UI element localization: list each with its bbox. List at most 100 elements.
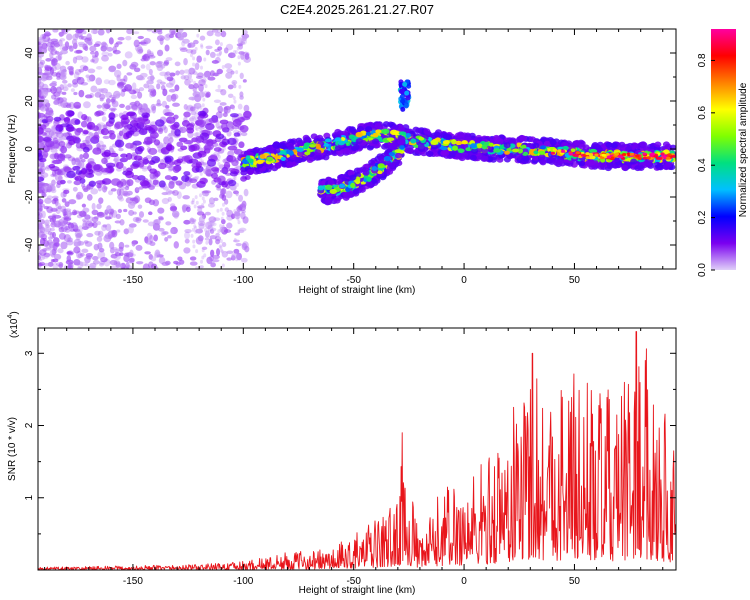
heatmap-cell — [573, 139, 581, 146]
heatmap-cell — [85, 163, 92, 170]
heatmap-cell — [38, 258, 43, 262]
heatmap-cell — [74, 230, 83, 239]
heatmap-cell — [101, 144, 107, 148]
heatmap-cell — [175, 29, 184, 33]
heatmap-cell — [240, 257, 248, 263]
heatmap-cell — [52, 159, 63, 165]
heatmap-cell — [73, 91, 78, 96]
heatmap-cell — [86, 194, 93, 201]
heatmap-cell — [141, 166, 149, 170]
heatmap-cell — [132, 216, 140, 223]
heatmap-cell — [183, 247, 191, 254]
heatmap-cell — [205, 139, 214, 147]
heatmap-cell — [201, 190, 210, 197]
heatmap-cell — [221, 225, 225, 230]
heatmap-cell — [38, 135, 44, 143]
heatmap-cell — [199, 129, 203, 134]
heatmap-cell — [152, 222, 160, 231]
heatmap-cell — [183, 69, 191, 74]
heatmap-cell — [101, 157, 108, 165]
heatmap-cell — [662, 141, 670, 148]
heatmap-cell — [158, 180, 166, 188]
heatmap-cell — [322, 154, 330, 161]
heatmap-cell — [58, 232, 66, 240]
heatmap-cell — [67, 83, 72, 88]
heatmap-cell — [194, 46, 198, 51]
heatmap-cell — [84, 45, 89, 52]
heatmap-cell — [549, 139, 557, 146]
heatmap-cell — [119, 103, 125, 109]
heatmap-cell — [168, 137, 174, 144]
heatmap-cell — [38, 127, 44, 135]
heatmap-cell — [146, 232, 153, 241]
heatmap-cell — [96, 143, 101, 149]
heatmap-cell — [192, 91, 201, 98]
heatmap-cell — [120, 262, 127, 269]
heatmap-cell — [240, 51, 245, 60]
heatmap-cell — [168, 88, 176, 93]
heatmap-cell — [163, 61, 169, 67]
heatmap-cell — [77, 253, 83, 259]
heatmap-cell — [102, 135, 110, 139]
heatmap-cell — [665, 161, 673, 168]
heatmap-cell — [165, 221, 172, 226]
heatmap-cell — [199, 234, 203, 239]
heatmap-cell — [192, 87, 196, 92]
heatmap-cell — [142, 168, 148, 172]
heatmap-cell — [137, 91, 143, 99]
heatmap-cell — [146, 136, 157, 143]
heatmap-cell — [243, 30, 248, 35]
heatmap-cell — [94, 230, 101, 236]
heatmap-cell — [430, 139, 439, 146]
heatmap-cell — [237, 229, 241, 234]
heatmap-cell — [240, 175, 247, 182]
heatmap-cell — [147, 75, 156, 81]
heatmap-cell — [241, 131, 248, 137]
heatmap-cell — [47, 231, 53, 236]
heatmap-cell — [69, 228, 75, 232]
heatmap-cell — [82, 146, 90, 153]
heatmap-cell — [168, 161, 175, 166]
heatmap-cell — [204, 74, 208, 79]
heatmap-cell — [164, 112, 175, 117]
heatmap-cell — [140, 180, 151, 189]
heatmap-cell — [205, 221, 213, 230]
heatmap-cell — [51, 215, 57, 223]
heatmap-cell — [130, 163, 140, 169]
heatmap-cell — [109, 152, 119, 158]
heatmap-cell — [109, 259, 118, 266]
heatmap-cell — [239, 91, 244, 98]
heatmap-cell — [214, 39, 220, 46]
heatmap-cell — [195, 127, 199, 132]
heatmap-cell — [220, 107, 224, 112]
heatmap-cell — [67, 265, 72, 269]
heatmap-cell — [204, 230, 210, 238]
heatmap-cell — [92, 256, 99, 261]
heatmap-cell — [205, 91, 211, 98]
heatmap-cell — [235, 192, 239, 197]
heatmap-cell — [213, 147, 222, 152]
heatmap-cell — [162, 186, 170, 191]
heatmap-cell — [38, 244, 41, 251]
heatmap-cell — [199, 193, 203, 198]
heatmap-cell — [365, 126, 373, 133]
heatmap-cell — [219, 239, 223, 244]
heatmap-cell — [236, 43, 244, 47]
heatmap-cell — [191, 115, 195, 120]
heatmap-cell — [539, 145, 547, 150]
heatmap-cell — [442, 140, 450, 145]
heatmap-cell — [45, 115, 54, 122]
heatmap-cell — [174, 84, 180, 92]
heatmap-cell — [78, 160, 85, 169]
heatmap-cell — [96, 203, 102, 210]
heatmap-cell — [430, 132, 438, 139]
heatmap-cell — [90, 51, 95, 55]
heatmap-cell — [568, 152, 573, 156]
heatmap-cell — [92, 147, 102, 155]
heatmap-cell — [190, 110, 197, 116]
heatmap-cell — [203, 70, 212, 78]
heatmap-cell — [117, 80, 125, 88]
heatmap-cell — [221, 194, 227, 201]
heatmap-cell — [352, 144, 360, 151]
heatmap-cells — [38, 29, 676, 269]
